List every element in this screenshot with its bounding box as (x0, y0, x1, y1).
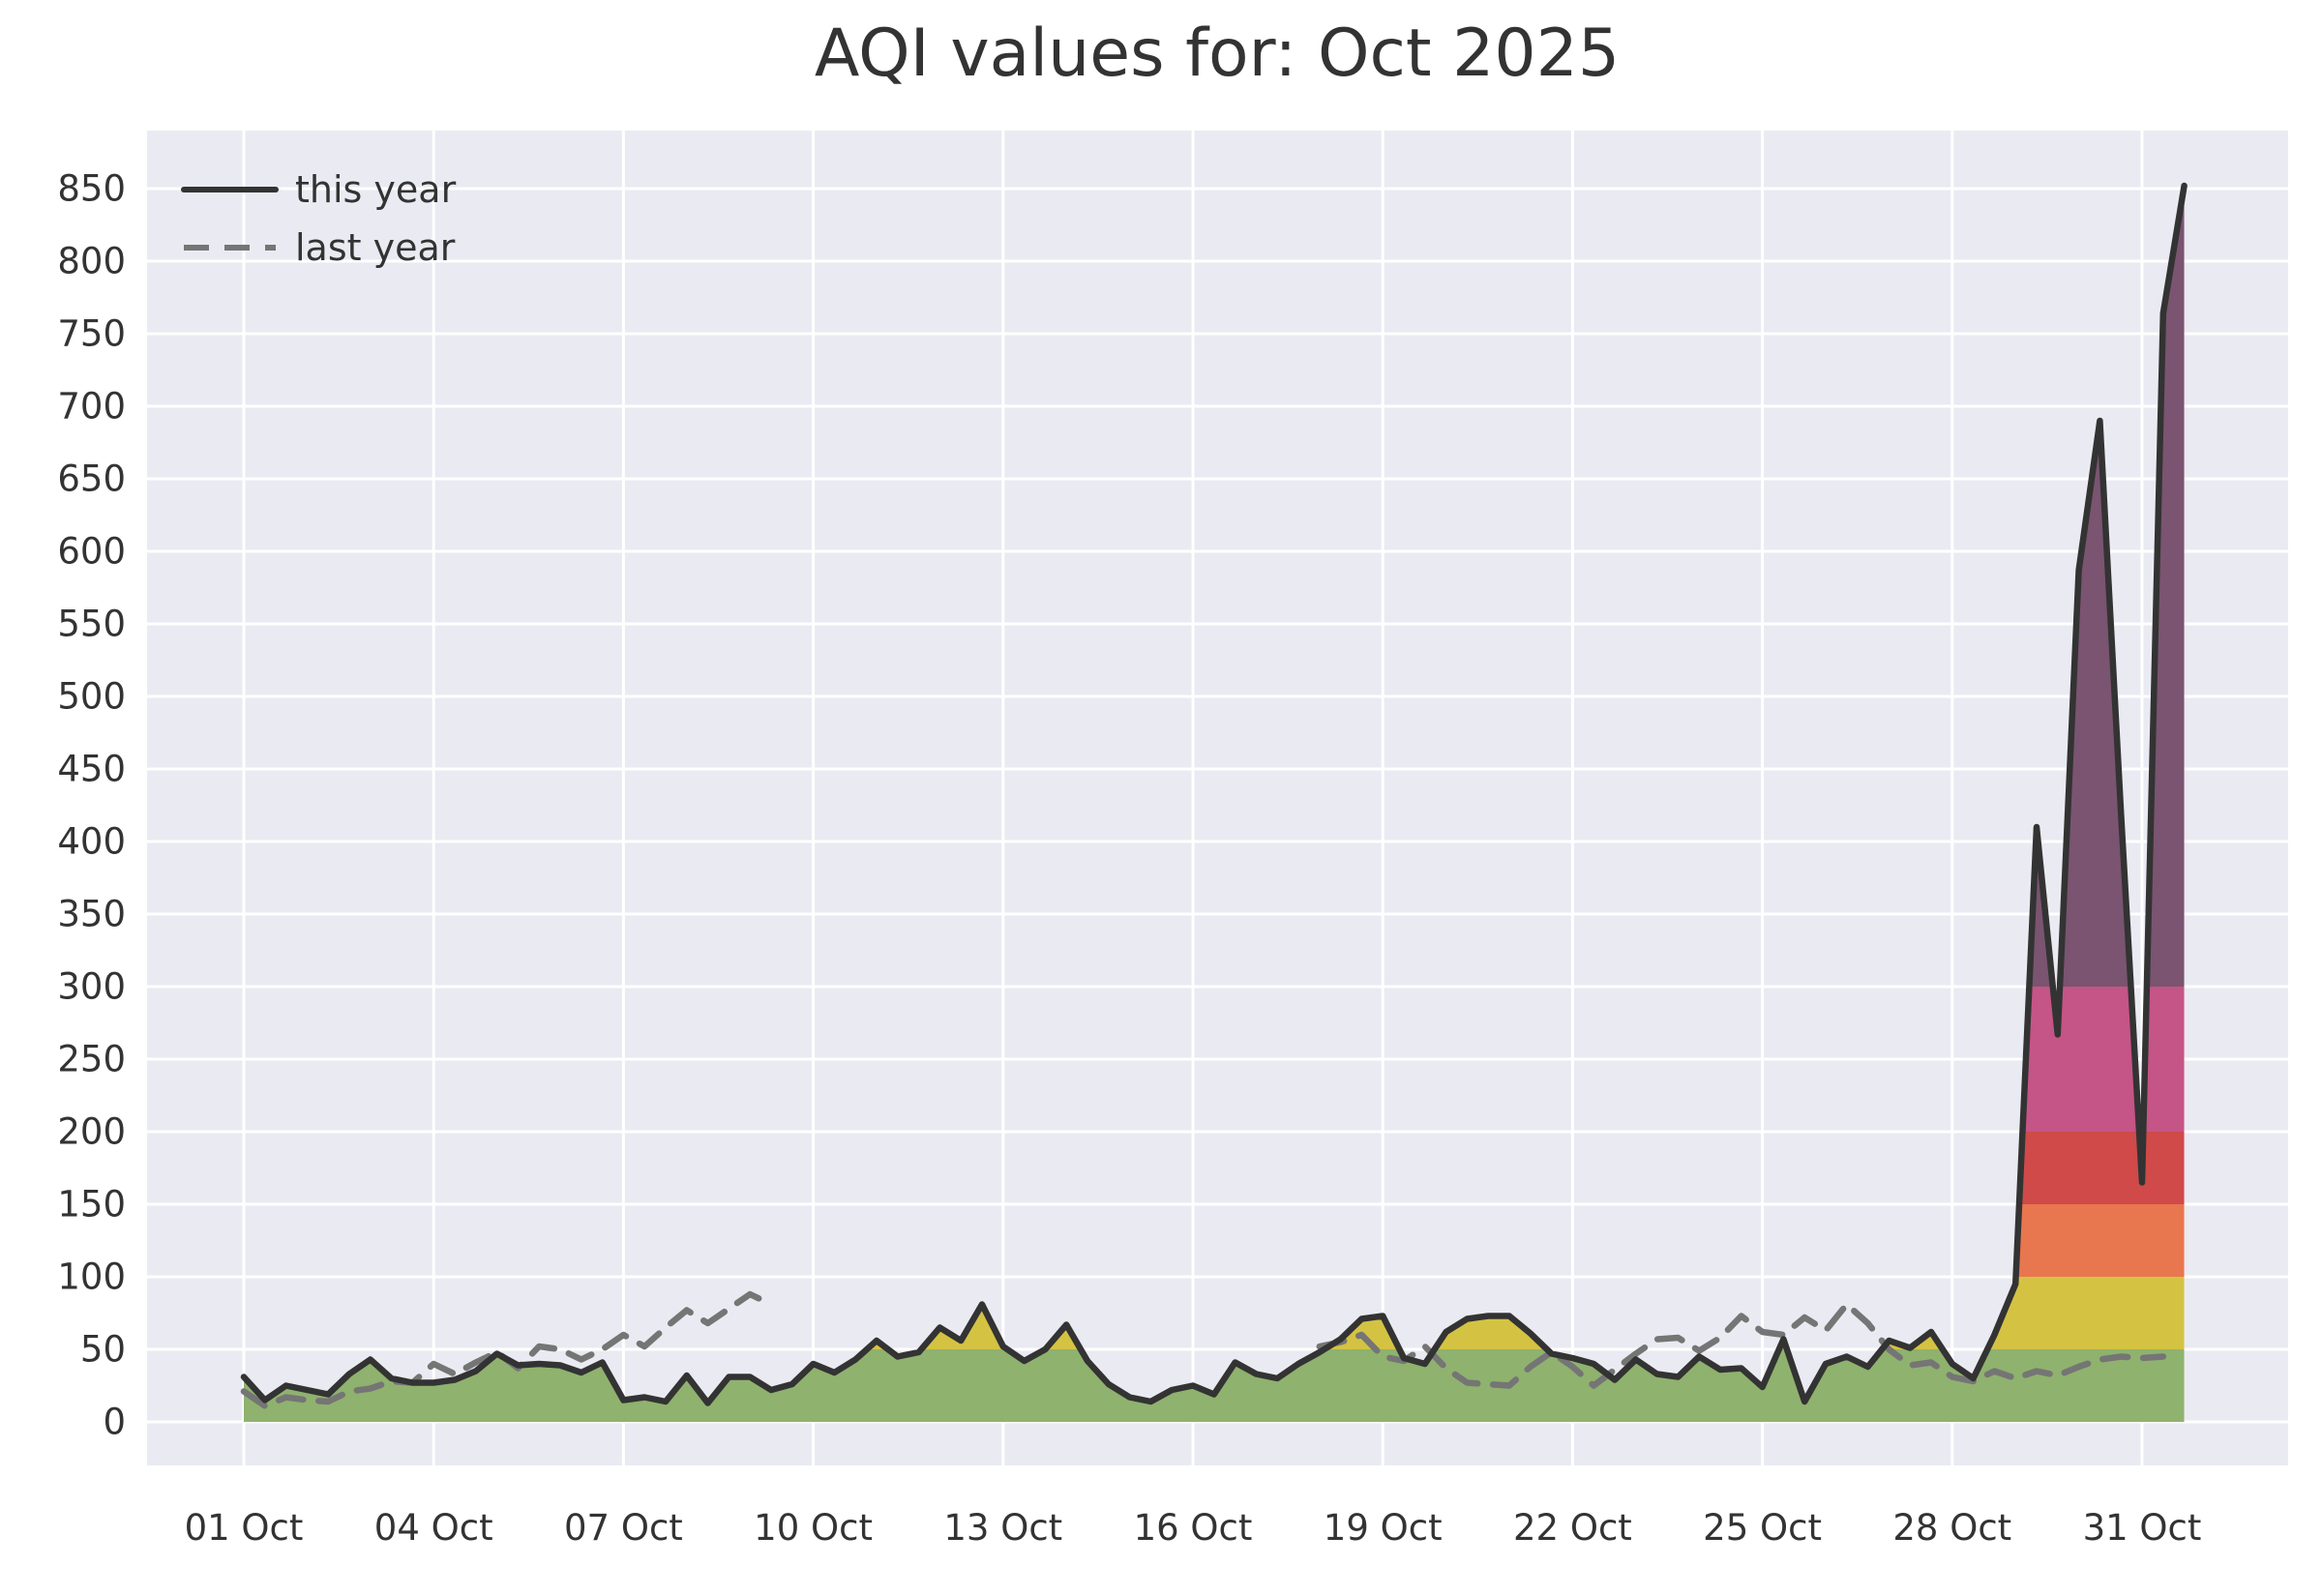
y-tick-label: 550 (57, 604, 126, 645)
y-tick-label: 350 (57, 894, 126, 935)
x-tick-label: 13 Oct (943, 1507, 1062, 1549)
legend-item-this-year: this year (181, 168, 457, 211)
chart-title: AQI values for: Oct 2025 (815, 15, 1620, 92)
series-lines (240, 182, 2188, 1409)
x-tick-label: 07 Oct (564, 1507, 683, 1549)
legend-item-last-year: last year (184, 226, 456, 269)
this-year-line (240, 182, 2188, 1406)
y-tick-label: 250 (57, 1039, 126, 1080)
y-tick-label: 200 (57, 1111, 126, 1153)
y-tick-label: 500 (57, 676, 126, 718)
legend-label-last-year: last year (295, 226, 456, 269)
x-tick-label: 01 Oct (185, 1507, 304, 1549)
plot-area (147, 131, 2288, 1465)
x-tick-label: 04 Oct (374, 1507, 493, 1549)
legend: this year last year (181, 168, 457, 269)
y-tick-label: 750 (57, 313, 126, 355)
y-tick-label: 650 (57, 458, 126, 500)
y-tick-label: 0 (103, 1402, 126, 1443)
y-tick-label: 100 (57, 1256, 126, 1298)
y-tick-label: 50 (80, 1329, 126, 1371)
y-tick-label: 150 (57, 1184, 126, 1226)
y-tick-label: 850 (57, 168, 126, 210)
y-tick-label: 400 (57, 821, 126, 863)
y-axis-tick-labels: 0 50 100 150 200 250 300 350 400 450 500 550 600 650 7… (57, 168, 126, 1443)
y-tick-label: 450 (57, 749, 126, 790)
x-tick-label: 25 Oct (1703, 1507, 1822, 1549)
x-tick-label: 19 Oct (1324, 1507, 1443, 1549)
x-tick-label: 10 Oct (754, 1507, 873, 1549)
gridlines (147, 131, 2288, 1465)
x-tick-label: 28 Oct (1892, 1507, 2011, 1549)
y-tick-label: 300 (57, 966, 126, 1008)
y-tick-label: 600 (57, 531, 126, 573)
x-tick-label: 22 Oct (1513, 1507, 1632, 1549)
legend-label-this-year: this year (295, 168, 457, 211)
x-tick-label: 16 Oct (1134, 1507, 1253, 1549)
x-tick-label: 31 Oct (2083, 1507, 2202, 1549)
y-tick-label: 800 (57, 241, 126, 282)
x-axis-tick-labels: 01 Oct 04 Oct 07 Oct 10 Oct 13 Oct 16 Oct 19 O… (185, 1507, 2202, 1549)
y-tick-label: 700 (57, 386, 126, 428)
